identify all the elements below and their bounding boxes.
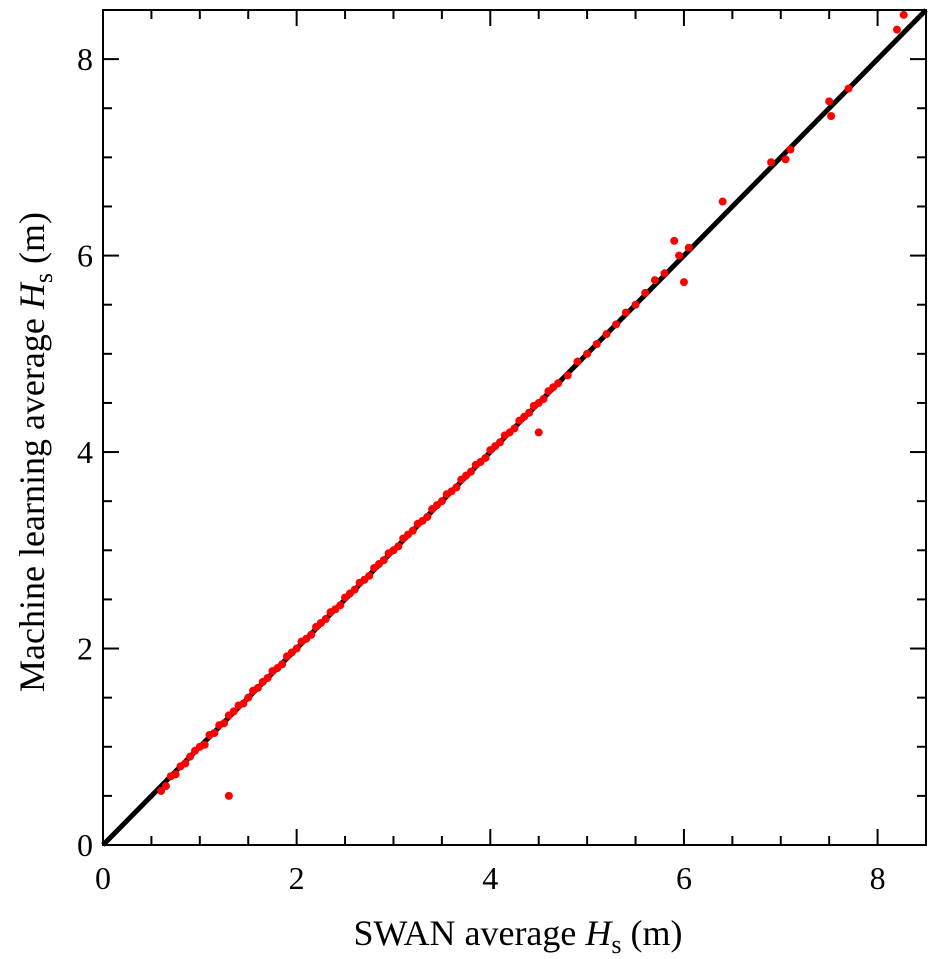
data-point — [350, 585, 359, 594]
data-point — [825, 97, 834, 106]
data-point — [423, 512, 432, 521]
y-tick-label: 8 — [77, 41, 93, 77]
y-tick-label: 0 — [77, 827, 93, 863]
x-axis-title-prefix: SWAN average — [353, 913, 585, 953]
plot-frame — [102, 9, 927, 846]
y-axis-title-variable: H — [12, 281, 52, 310]
data-point — [534, 428, 543, 437]
data-point — [525, 408, 534, 417]
data-point — [220, 719, 229, 728]
data-point — [631, 300, 640, 309]
plot-border — [102, 9, 927, 846]
data-point — [481, 453, 490, 462]
data-point — [786, 145, 795, 154]
data-point — [466, 467, 475, 476]
y-axis-title: Machine learning average Hs (m) — [12, 212, 58, 692]
y-axis-title-prefix: Machine learning average — [12, 309, 52, 692]
data-point — [157, 786, 166, 795]
data-point — [892, 25, 901, 34]
data-point — [200, 740, 209, 749]
data-point — [899, 10, 908, 19]
data-point — [718, 197, 727, 206]
data-point — [767, 158, 776, 167]
data-points — [157, 10, 908, 800]
tick-marks — [102, 9, 927, 846]
data-point — [650, 276, 659, 285]
data-point — [278, 660, 287, 669]
data-point — [161, 782, 170, 791]
data-point — [253, 683, 262, 692]
x-axis-title-subscript: s — [611, 930, 621, 959]
x-tick-label: 6 — [676, 860, 692, 896]
data-point — [229, 707, 238, 716]
data-point — [563, 371, 572, 380]
data-point — [670, 236, 679, 245]
data-point — [336, 601, 345, 610]
data-point — [844, 84, 853, 93]
data-point — [495, 438, 504, 447]
x-tick-label: 4 — [482, 860, 498, 896]
data-point — [641, 288, 650, 297]
data-point — [452, 483, 461, 492]
y-tick-label: 4 — [77, 434, 93, 470]
data-point — [684, 243, 693, 252]
data-point — [224, 791, 233, 800]
data-point — [408, 526, 417, 535]
data-point — [365, 571, 374, 580]
y-axis-title-suffix: (m) — [12, 212, 52, 273]
data-point — [679, 278, 688, 287]
data-point — [781, 155, 790, 164]
data-point — [602, 330, 611, 339]
x-tick-label: 2 — [289, 860, 305, 896]
data-point — [675, 251, 684, 260]
data-point — [612, 320, 621, 329]
data-point — [292, 644, 301, 653]
tick-labels: 0 2 4 6 8 0 2 4 6 8 — [77, 41, 886, 896]
data-point — [210, 729, 219, 738]
data-point — [379, 556, 388, 565]
data-point — [394, 542, 403, 551]
data-point — [554, 379, 563, 388]
data-point — [321, 615, 330, 624]
data-point — [592, 340, 601, 348]
data-point — [510, 424, 519, 433]
x-axis-title: SWAN average Hs (m) — [353, 913, 682, 959]
x-tick-label: 0 — [95, 860, 111, 896]
data-point — [621, 308, 630, 317]
data-point — [186, 752, 195, 761]
data-point — [263, 674, 272, 682]
data-point — [583, 349, 592, 358]
data-point — [437, 497, 446, 506]
x-tick-label: 8 — [870, 860, 886, 896]
data-point — [239, 699, 248, 708]
data-point — [171, 770, 180, 779]
data-point — [660, 269, 669, 278]
y-tick-label: 6 — [77, 238, 93, 274]
data-point — [181, 759, 190, 768]
data-point — [244, 693, 253, 702]
data-point — [539, 395, 548, 404]
data-point — [573, 357, 582, 366]
y-axis-title-subscript: s — [29, 273, 58, 283]
data-point — [307, 630, 316, 639]
data-point — [827, 112, 836, 121]
y-tick-label: 2 — [77, 631, 93, 667]
x-axis-title-suffix: (m) — [622, 913, 683, 953]
x-axis-title-variable: H — [584, 913, 613, 953]
